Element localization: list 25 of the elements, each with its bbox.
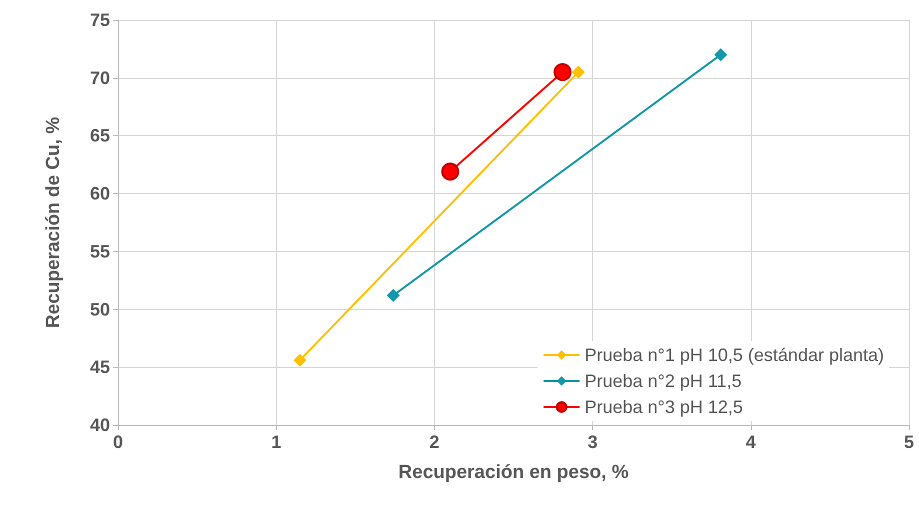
- point: [572, 66, 585, 79]
- point: [554, 63, 572, 82]
- point: [386, 288, 400, 302]
- point: [714, 48, 728, 62]
- x-axis-title: Recuperación en peso, %: [398, 462, 629, 483]
- y-tick-label: 65: [90, 126, 110, 146]
- y-tick-label: 55: [90, 241, 110, 262]
- y-tick-label: 60: [90, 184, 110, 204]
- legend-label: Prueba n°1 pH 10,5 (estándar planta): [584, 345, 884, 365]
- x-tick-label: 2: [429, 432, 440, 452]
- point: [293, 354, 306, 367]
- legend-label: Prueba n°2 pH 11,5: [584, 371, 742, 391]
- y-tick-label: 40: [90, 415, 110, 435]
- point: [441, 162, 460, 181]
- y-tick-label: 70: [90, 68, 110, 88]
- y-tick-label: 50: [90, 299, 110, 320]
- x-tick-label: 0: [112, 432, 124, 452]
- x-tick-label: 3: [588, 432, 598, 452]
- y-tick-label: 75: [90, 10, 110, 30]
- x-tick-label: 4: [746, 432, 756, 452]
- y-tick-label: 45: [90, 357, 110, 378]
- x-tick-label: 5: [904, 432, 914, 452]
- legend-label: Prueba n°3 pH 12,5: [584, 397, 743, 417]
- x-tick-label: 1: [271, 432, 282, 452]
- y-axis-title: Recuperación de Cu, %: [43, 116, 64, 328]
